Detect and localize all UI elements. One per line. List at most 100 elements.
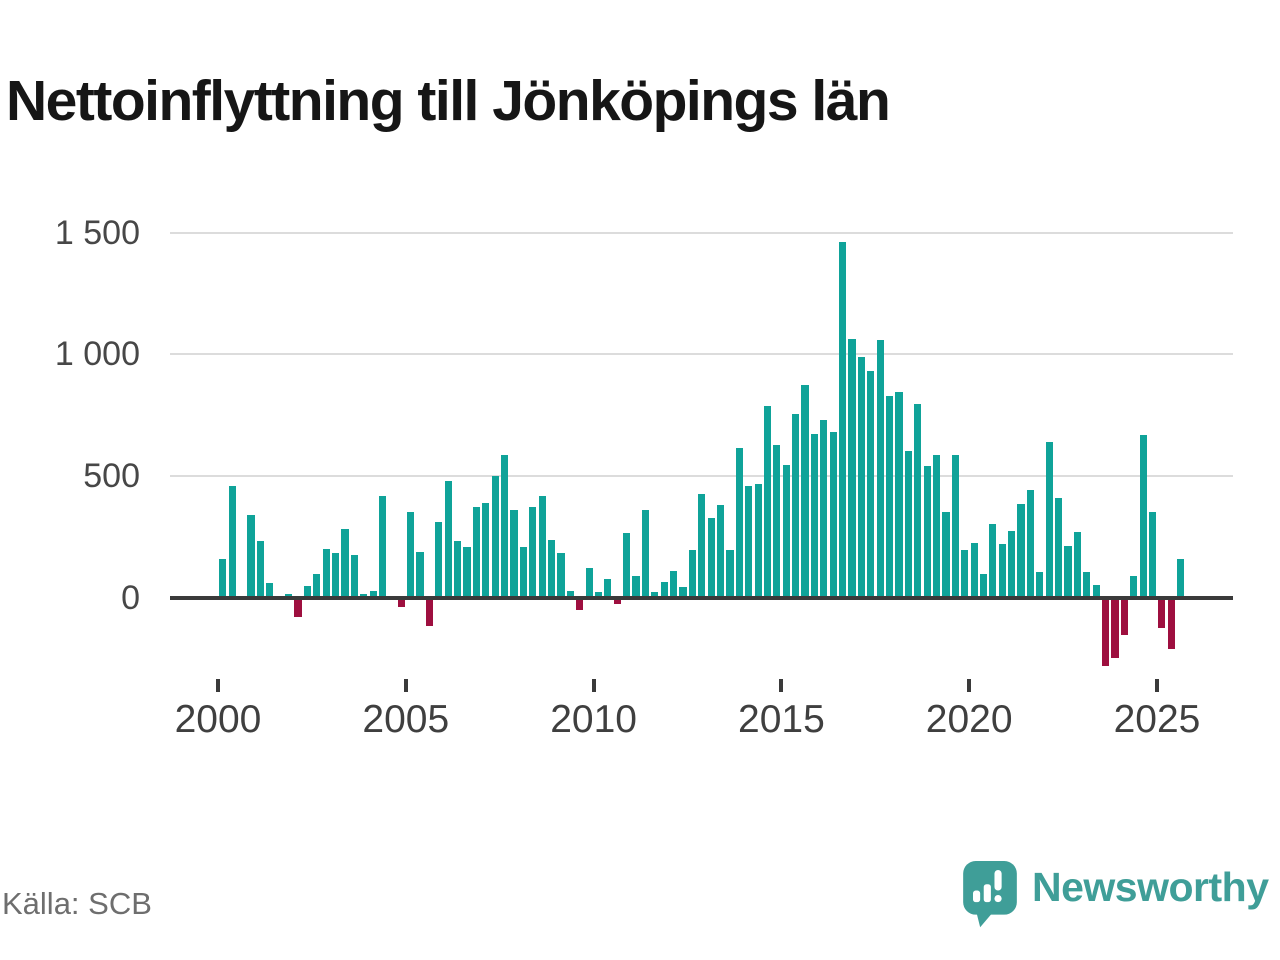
bar-2018-q1 bbox=[895, 392, 903, 598]
bar-2011-q1 bbox=[632, 576, 640, 598]
x-tick-label: 2015 bbox=[738, 698, 825, 741]
bar-2007-q3 bbox=[501, 455, 509, 598]
bar-2005-q2 bbox=[416, 551, 424, 598]
bar-2019-q3 bbox=[951, 455, 959, 598]
bar-2005-q1 bbox=[407, 511, 415, 598]
gridline-500 bbox=[170, 475, 1233, 478]
bar-2002-q2 bbox=[303, 585, 311, 598]
bar-2025-q1 bbox=[1158, 598, 1166, 629]
bar-2012-q4 bbox=[698, 494, 706, 598]
bar-2004-q1 bbox=[369, 590, 377, 598]
bar-2019-q2 bbox=[942, 511, 950, 598]
x-tick-label: 2005 bbox=[362, 698, 450, 741]
bar-2025-q3 bbox=[1177, 559, 1185, 598]
y-tick-label: 500 bbox=[83, 457, 140, 496]
bar-2011-q3 bbox=[651, 591, 659, 598]
bar-2024-q1 bbox=[1120, 598, 1128, 635]
bar-2023-q4 bbox=[1111, 598, 1119, 658]
bar-2009-q1 bbox=[557, 552, 565, 598]
bar-2016-q3 bbox=[839, 242, 847, 598]
bar-2015-q2 bbox=[792, 414, 800, 598]
bar-2000-q2 bbox=[228, 485, 236, 598]
bar-2020-q4 bbox=[998, 544, 1006, 598]
bar-2018-q2 bbox=[904, 450, 912, 598]
bar-2008-q1 bbox=[519, 546, 527, 598]
bar-2015-q4 bbox=[810, 433, 819, 598]
bar-2022-q2 bbox=[1055, 498, 1063, 598]
x-tick-mark bbox=[591, 679, 596, 692]
bar-2017-q4 bbox=[885, 395, 894, 598]
bar-2022-q3 bbox=[1064, 545, 1072, 598]
bar-2022-q1 bbox=[1045, 442, 1053, 598]
bar-2009-q3 bbox=[576, 598, 584, 611]
bar-2003-q2 bbox=[341, 528, 349, 598]
bar-2007-q1 bbox=[482, 502, 490, 598]
bar-2007-q2 bbox=[491, 476, 499, 598]
bar-2014-q3 bbox=[763, 405, 772, 598]
bar-2024-q3 bbox=[1139, 434, 1147, 598]
bar-2019-q1 bbox=[932, 455, 941, 598]
bar-2021-q4 bbox=[1036, 572, 1044, 598]
bar-2013-q2 bbox=[716, 505, 725, 598]
bar-2017-q3 bbox=[876, 339, 884, 598]
bar-2001-q1 bbox=[256, 540, 265, 598]
bar-2023-q1 bbox=[1083, 572, 1091, 598]
bar-2020-q1 bbox=[970, 543, 978, 598]
speech-bubble-chart-icon bbox=[963, 861, 1017, 928]
bar-2006-q4 bbox=[472, 506, 481, 598]
x-tick-label: 2025 bbox=[1113, 698, 1201, 741]
bar-2002-q4 bbox=[322, 549, 330, 598]
bar-2010-q1 bbox=[594, 591, 603, 598]
bar-2014-q4 bbox=[773, 444, 781, 598]
gridline-1000 bbox=[170, 353, 1233, 356]
x-tick-label: 2010 bbox=[550, 698, 637, 741]
x-tick-mark bbox=[1155, 679, 1159, 692]
bar-2023-q3 bbox=[1101, 598, 1110, 667]
brand-name: Newsworthy bbox=[1032, 864, 1269, 910]
bar-2013-q1 bbox=[707, 517, 715, 598]
page-title: Nettoinflyttning till Jönköpings län bbox=[6, 69, 891, 134]
bar-2006-q3 bbox=[463, 546, 471, 598]
bar-2001-q2 bbox=[266, 583, 274, 598]
bar-2006-q1 bbox=[444, 481, 452, 598]
bar-2004-q2 bbox=[378, 495, 387, 598]
bar-2005-q3 bbox=[425, 598, 434, 626]
x-tick-label: 2020 bbox=[925, 698, 1013, 741]
x-tick-mark bbox=[403, 679, 408, 692]
bar-2020-q3 bbox=[989, 523, 997, 598]
bar-2016-q2 bbox=[829, 432, 837, 598]
y-tick-label: 1 000 bbox=[54, 335, 140, 374]
bar-2012-q1 bbox=[670, 571, 678, 598]
bar-2013-q3 bbox=[726, 550, 734, 598]
bar-2014-q1 bbox=[745, 485, 753, 598]
bar-2011-q2 bbox=[641, 510, 650, 598]
bar-2002-q3 bbox=[313, 573, 321, 598]
x-tick-label: 2000 bbox=[174, 698, 262, 741]
bar-2004-q4 bbox=[397, 598, 405, 607]
bar-2017-q2 bbox=[867, 371, 875, 598]
zero-axis-line bbox=[170, 596, 1233, 600]
bar-2010-q2 bbox=[604, 578, 612, 598]
bar-2022-q4 bbox=[1073, 532, 1081, 598]
x-tick-mark bbox=[216, 679, 220, 692]
bar-2007-q4 bbox=[510, 510, 518, 598]
x-tick-mark bbox=[779, 679, 784, 692]
y-tick-label: 1 500 bbox=[54, 213, 140, 252]
bar-2012-q3 bbox=[688, 550, 696, 598]
bar-2008-q3 bbox=[538, 495, 546, 598]
bar-2014-q2 bbox=[754, 483, 762, 598]
bar-2006-q2 bbox=[454, 540, 462, 598]
bar-2024-q2 bbox=[1130, 576, 1138, 598]
bar-2024-q4 bbox=[1148, 511, 1157, 598]
bar-2017-q1 bbox=[857, 356, 865, 598]
bar-2000-q4 bbox=[247, 515, 255, 598]
y-tick-label: 0 bbox=[121, 579, 140, 617]
bar-2003-q1 bbox=[331, 552, 340, 598]
source-note: Källa: SCB bbox=[2, 886, 152, 921]
bar-2012-q2 bbox=[679, 587, 687, 598]
bar-2008-q4 bbox=[547, 539, 556, 598]
bar-2000-q1 bbox=[219, 559, 227, 598]
bar-2005-q4 bbox=[435, 522, 443, 598]
bar-2009-q2 bbox=[566, 590, 574, 598]
x-tick-mark bbox=[967, 679, 972, 692]
